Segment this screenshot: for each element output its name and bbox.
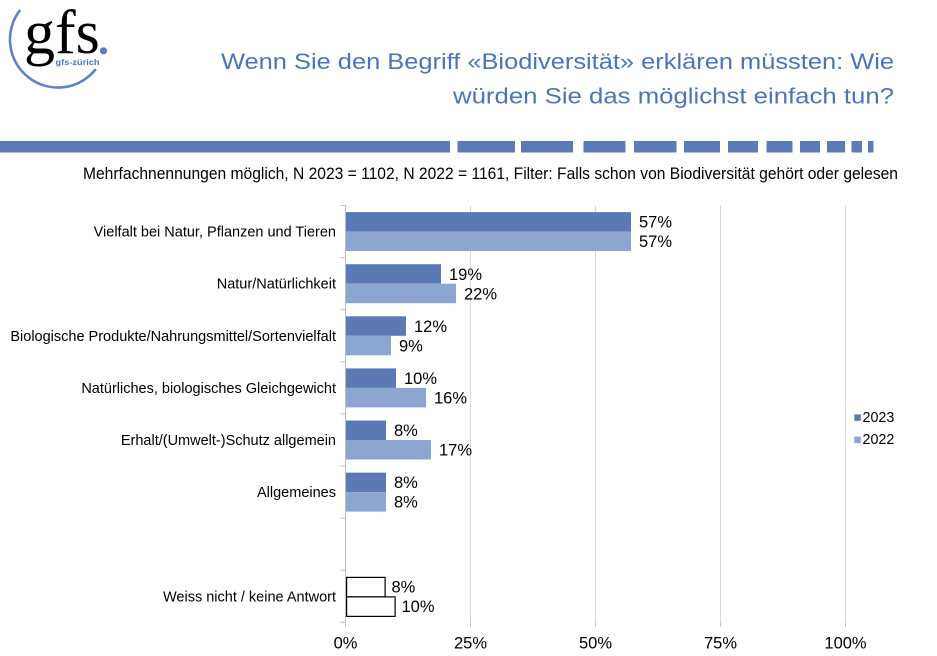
svg-text:Natur/Natürlichkeit: Natur/Natürlichkeit: [217, 277, 336, 293]
svg-text:Biologische Produkte/Nahrungsm: Biologische Produkte/Nahrungsmittel/Sort…: [10, 329, 336, 345]
svg-text:würden Sie das möglichst einfa: würden Sie das möglichst einfach tun?: [452, 84, 894, 109]
svg-text:Natürliches, biologisches Glei: Natürliches, biologisches Gleichgewicht: [81, 381, 336, 397]
svg-text:8%: 8%: [392, 579, 416, 597]
svg-text:Allgemeines: Allgemeines: [257, 485, 336, 501]
svg-text:2022: 2022: [863, 432, 895, 448]
svg-text:57%: 57%: [639, 233, 672, 251]
svg-text:17%: 17%: [439, 442, 472, 460]
svg-text:19%: 19%: [449, 266, 482, 284]
svg-text:57%: 57%: [639, 214, 672, 232]
svg-text:8%: 8%: [394, 494, 418, 512]
svg-text:50%: 50%: [579, 635, 612, 653]
svg-text:9%: 9%: [399, 337, 423, 355]
svg-text:gfs-zürich: gfs-zürich: [56, 57, 100, 67]
svg-text:Erhalt/(Umwelt-)Schutz allgeme: Erhalt/(Umwelt-)Schutz allgemein: [121, 433, 336, 449]
svg-text:100%: 100%: [824, 635, 867, 653]
svg-text:8%: 8%: [394, 474, 418, 492]
svg-text:Mehrfachnennungen möglich, N 2: Mehrfachnennungen möglich, N 2023 = 1102…: [83, 164, 898, 183]
svg-text:8%: 8%: [394, 422, 418, 440]
svg-text:25%: 25%: [454, 635, 487, 653]
svg-text:75%: 75%: [704, 635, 737, 653]
svg-text:2023: 2023: [863, 410, 895, 426]
svg-text:22%: 22%: [464, 285, 497, 303]
svg-text:10%: 10%: [402, 598, 435, 616]
svg-text:10%: 10%: [404, 370, 437, 388]
svg-text:12%: 12%: [414, 318, 447, 336]
svg-text:Vielfalt bei Natur, Pflanzen u: Vielfalt bei Natur, Pflanzen und Tieren: [94, 225, 336, 241]
svg-text:16%: 16%: [434, 390, 467, 408]
svg-text:0%: 0%: [334, 635, 358, 653]
svg-text:gfs: gfs: [24, 0, 100, 67]
svg-text:Wenn Sie den Begriff «Biodiver: Wenn Sie den Begriff «Biodiversität» erk…: [221, 49, 894, 74]
svg-text:Weiss nicht / keine Antwort: Weiss nicht / keine Antwort: [163, 589, 336, 605]
